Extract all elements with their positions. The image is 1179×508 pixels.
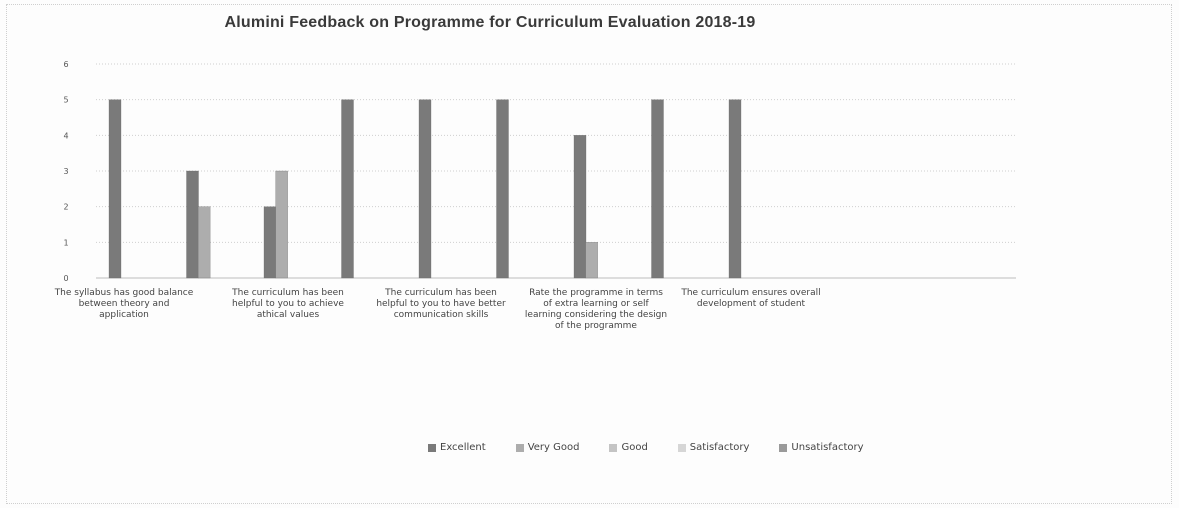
bar-excellent (418, 99, 432, 279)
x-category-label: The curriculum ensures overall developmen… (680, 288, 820, 309)
legend-item-satisfactory: Satisfactory (677, 442, 750, 453)
y-tick-label: 1 (63, 238, 68, 247)
bar-excellent (728, 99, 742, 279)
y-tick-label: 0 (63, 274, 68, 283)
bar-excellent (496, 99, 509, 279)
legend-label-excellent: Excellent (440, 442, 486, 453)
legend-label-unsatisfactory: Unsatisfactory (791, 442, 864, 453)
legend-swatch-unsatisfactory (779, 443, 788, 452)
legend-label-very-good: Very Good (527, 442, 580, 453)
bar-excellent (263, 206, 277, 279)
y-tick-label: 3 (63, 167, 68, 176)
x-category-label: The syllabus has good balance between the… (54, 288, 194, 320)
legend-item-unsatisfactory: Unsatisfactory (779, 442, 864, 453)
legend-swatch-very-good (515, 443, 524, 452)
bar-very-good (585, 242, 598, 279)
bar-very-good (275, 170, 288, 279)
legend-item-very-good: Very Good (515, 442, 580, 453)
bar-excellent (186, 170, 199, 279)
bar-excellent (573, 135, 587, 279)
bar-excellent (108, 99, 122, 279)
chart-title: Alumini Feedback on Programme for Curric… (224, 14, 756, 31)
chart-legend: Excellent Very Good Good Satisfactory Un… (428, 442, 864, 453)
legend-swatch-satisfactory (677, 443, 686, 452)
bar-very-good (197, 206, 211, 279)
legend-swatch-excellent (428, 443, 436, 452)
bar-excellent (651, 99, 664, 279)
y-tick-label: 4 (63, 131, 68, 140)
legend-item-excellent: Excellent (428, 442, 486, 453)
x-category-label: Rate the programme in terms of extra lear… (525, 288, 667, 331)
y-tick-label: 2 (63, 203, 68, 212)
x-category-label: The curriculum has been helpful to you to… (231, 288, 344, 320)
y-tick-label: 5 (63, 96, 68, 105)
chart-frame (6, 4, 1172, 504)
legend-swatch-good (609, 443, 618, 452)
x-category-label: The curriculum has been helpful to you to… (376, 288, 506, 320)
bar-excellent (341, 99, 354, 279)
y-tick-label: 6 (63, 60, 68, 69)
legend-label-satisfactory: Satisfactory (689, 442, 750, 453)
legend-item-good: Good (609, 442, 648, 453)
legend-label-good: Good (621, 442, 648, 453)
